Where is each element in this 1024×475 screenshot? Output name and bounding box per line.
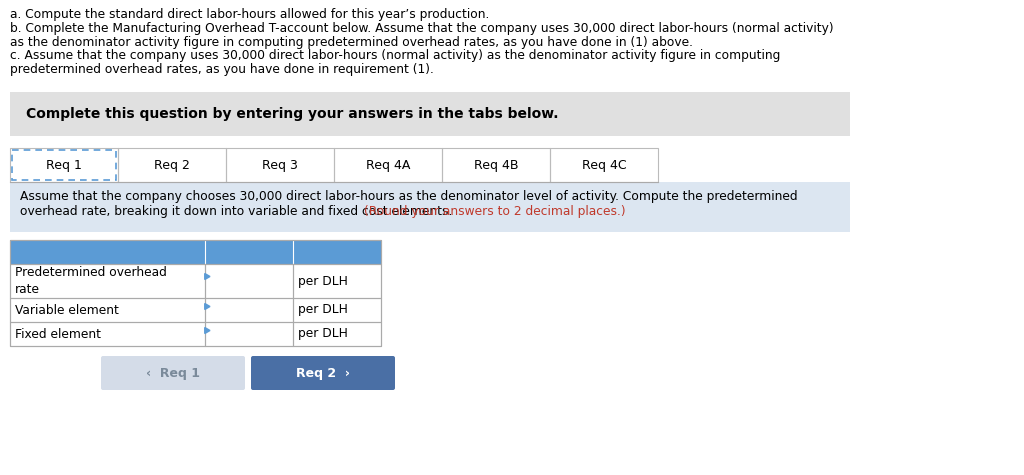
Text: (Round your answers to 2 decimal places.): (Round your answers to 2 decimal places.… (365, 205, 626, 218)
Bar (12, 150, 116, 180)
Text: Req 4B: Req 4B (474, 159, 518, 171)
Bar (103, 358, 243, 388)
Bar (10, 240, 381, 264)
Bar (293, 322, 381, 346)
Bar (10, 92, 850, 136)
Bar (550, 148, 658, 182)
Bar (10, 264, 205, 298)
Bar (118, 148, 226, 182)
Text: Req 4A: Req 4A (366, 159, 411, 171)
Text: Fixed element: Fixed element (15, 327, 101, 341)
Text: predetermined overhead rates, as you have done in requirement (1).: predetermined overhead rates, as you hav… (10, 63, 434, 76)
Bar (205, 322, 293, 346)
Bar (293, 298, 381, 322)
Bar (10, 148, 118, 182)
Text: Req 3: Req 3 (262, 159, 298, 171)
Bar (226, 148, 334, 182)
Text: Req 4C: Req 4C (582, 159, 627, 171)
Bar (205, 264, 293, 298)
FancyBboxPatch shape (101, 356, 245, 390)
Bar (10, 322, 205, 346)
Bar (10, 240, 381, 264)
Bar (10, 264, 205, 298)
Bar (442, 148, 550, 182)
Bar (10, 148, 118, 182)
Text: Variable element: Variable element (15, 304, 119, 316)
Bar (334, 148, 442, 182)
Text: ‹  Req 1: ‹ Req 1 (146, 367, 200, 380)
Bar (10, 298, 205, 322)
Text: Assume that the company chooses 30,000 direct labor-hours as the denominator lev: Assume that the company chooses 30,000 d… (20, 190, 798, 203)
Text: per DLH: per DLH (298, 304, 348, 316)
Text: per DLH: per DLH (298, 327, 348, 341)
Bar (10, 182, 850, 232)
Text: b. Complete the Manufacturing Overhead T-account below. Assume that the company : b. Complete the Manufacturing Overhead T… (10, 22, 834, 35)
Bar (10, 240, 381, 346)
Text: c. Assume that the company uses 30,000 direct labor-hours (normal activity) as t: c. Assume that the company uses 30,000 d… (10, 49, 780, 62)
Text: Req 2: Req 2 (154, 159, 189, 171)
Bar (226, 148, 334, 182)
Bar (118, 148, 226, 182)
Text: per DLH: per DLH (298, 275, 348, 287)
Bar (205, 322, 293, 346)
Bar (293, 264, 381, 298)
Bar (442, 148, 550, 182)
Text: Req 1: Req 1 (46, 159, 82, 171)
Text: Predetermined overhead
rate: Predetermined overhead rate (15, 266, 167, 296)
Bar (293, 298, 381, 322)
Bar (293, 322, 381, 346)
Bar (205, 298, 293, 322)
Text: as the denominator activity figure in computing predetermined overhead rates, as: as the denominator activity figure in co… (10, 36, 693, 48)
Bar (205, 264, 293, 298)
Bar (10, 298, 205, 322)
Text: a. Compute the standard direct labor-hours allowed for this year’s production.: a. Compute the standard direct labor-hou… (10, 8, 489, 21)
Text: overhead rate, breaking it down into variable and fixed cost elements.: overhead rate, breaking it down into var… (20, 205, 457, 218)
FancyBboxPatch shape (251, 356, 395, 390)
Text: Complete this question by entering your answers in the tabs below.: Complete this question by entering your … (26, 107, 558, 121)
Bar (293, 264, 381, 298)
Bar (550, 148, 658, 182)
Bar (10, 322, 205, 346)
Bar (334, 148, 442, 182)
Bar (205, 298, 293, 322)
Text: Req 2  ›: Req 2 › (296, 367, 350, 380)
